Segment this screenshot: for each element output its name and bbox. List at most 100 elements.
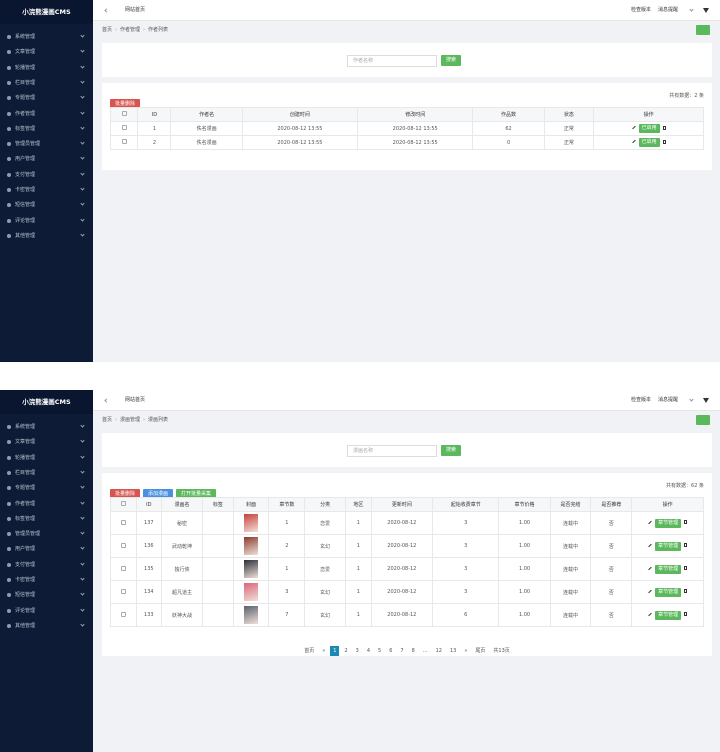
checkbox[interactable] [120,501,126,506]
page-link[interactable]: 8 [411,648,415,654]
checkbox[interactable] [120,519,126,525]
menu-item[interactable]: 支付管理 [0,558,93,572]
toolbar-button[interactable]: 批量删除 [110,99,141,110]
menu-item[interactable]: 专题管理 [0,481,93,495]
delete-icon[interactable] [684,543,688,547]
page-link[interactable]: 2 [344,648,348,654]
topbar-link[interactable]: 消息提醒 [658,397,679,403]
action-button[interactable]: 章节管理 [655,564,682,574]
menu-text: 标签管理 [15,125,36,132]
menu-item[interactable]: 栏目管理 [0,466,93,480]
menu-item[interactable]: 标签管理 [0,122,93,136]
page-link[interactable]: « [322,648,326,654]
menu-item[interactable]: 作者管理 [0,497,93,511]
page-link[interactable]: 12 [435,648,442,654]
cell: 3 [431,534,500,558]
search-button[interactable]: 搜索 [441,445,462,456]
topbar-link[interactable]: 检查版本 [631,397,652,403]
breadcrumb-item[interactable]: 首页 [102,27,113,33]
action-button[interactable]: 已启用 [638,124,660,133]
home-link[interactable]: 网站首页 [125,397,146,403]
main-area: 网站首页 检查版本 消息提醒 首页 › 作者管理 › 作者列表 作者名称 搜索 批量删除 共有数据：2… [93,0,720,362]
action-button[interactable]: 章节管理 [655,518,682,528]
menu-item[interactable]: 短信管理 [0,588,93,602]
menu-item[interactable]: 管理员管理 [0,527,93,541]
menu-text: 短信管理 [15,202,36,209]
delete-icon[interactable] [662,139,666,144]
topbar-link[interactable]: 消息提醒 [658,7,679,13]
delete-icon[interactable] [684,566,688,570]
menu-item[interactable]: 支付管理 [0,168,93,182]
page-link[interactable]: 5 [378,648,382,654]
action-button[interactable]: 章节管理 [655,610,682,620]
toolbar-button[interactable]: 添加漫画 [143,489,174,500]
menu-text: 文章管理 [15,439,36,446]
sidebar-title: 小浣熊漫画CMS [0,390,93,414]
checkbox[interactable] [121,139,127,144]
page-link[interactable]: 7 [400,648,404,654]
search-input[interactable]: 作者名称 [347,55,437,67]
home-link[interactable]: 网站首页 [125,7,146,13]
search-button[interactable]: 搜索 [441,55,462,66]
menu-item[interactable]: 用户管理 [0,152,93,166]
menu-arrow [80,140,85,145]
checkbox[interactable] [121,125,127,130]
checkbox[interactable] [121,111,127,116]
sidebar: 小浣熊漫画CMS 系统管理 文章管理 轮播管理 栏目管理 专题管理 作者管理 标签管理 管理员管… [0,0,93,362]
delete-icon[interactable] [662,125,666,130]
action-button[interactable]: 章节管理 [655,541,682,551]
breadcrumb-item[interactable]: 作者管理 [120,27,141,33]
page-link[interactable]: 尾页 [475,648,486,654]
header-cell: 操作 [631,497,704,512]
search-input[interactable]: 漫画名称 [347,445,437,457]
menu-item[interactable]: 标签管理 [0,512,93,526]
menu-item[interactable]: 其他管理 [0,229,93,243]
breadcrumb-item[interactable]: 漫画管理 [120,417,141,423]
refresh-button[interactable] [696,415,710,425]
menu-item[interactable]: 管理员管理 [0,137,93,151]
delete-icon[interactable] [684,589,688,593]
checkbox[interactable] [120,542,126,548]
toolbar-button[interactable]: 批量删除 [110,489,141,500]
action-cell: 已启用 [593,121,704,136]
menu-item[interactable]: 评论管理 [0,604,93,618]
menu-item[interactable]: 专题管理 [0,91,93,105]
page-link[interactable]: 13 [449,648,457,654]
page-link[interactable]: 4 [366,648,371,654]
page-link[interactable]: 6 [389,648,393,654]
page-link[interactable]: 3 [355,648,359,654]
menu-item[interactable]: 系统管理 [0,420,93,434]
menu-item[interactable]: 文章管理 [0,435,93,449]
checkbox[interactable] [120,565,126,571]
menu-item[interactable]: 轮播管理 [0,451,93,465]
back-arrow[interactable] [104,398,109,403]
menu-item[interactable]: 其他管理 [0,619,93,633]
action-button[interactable]: 章节管理 [655,587,682,597]
menu-item[interactable]: 系统管理 [0,30,93,44]
menu-item[interactable]: 轮播管理 [0,61,93,75]
menu-icon [7,142,11,147]
page-link[interactable]: 1 [330,646,340,656]
topbar-link[interactable]: 检查版本 [631,7,652,13]
page-link[interactable]: » [464,648,468,654]
menu-item[interactable]: 用户管理 [0,542,93,556]
page-link[interactable]: ... [422,648,428,654]
toolbar-button[interactable]: 打开批量采集 [176,489,217,500]
menu-item[interactable]: 评论管理 [0,214,93,228]
menu-item[interactable]: 栏目管理 [0,76,93,90]
cell: 连载中 [549,534,592,558]
back-arrow[interactable] [104,8,109,13]
page-link[interactable]: 首页 [304,648,315,654]
menu-item[interactable]: 短信管理 [0,198,93,212]
checkbox[interactable] [120,588,126,594]
refresh-button[interactable] [696,25,710,35]
menu-item[interactable]: 卡密管理 [0,573,93,587]
action-button[interactable]: 已启用 [638,138,660,147]
menu-item[interactable]: 作者管理 [0,107,93,121]
delete-icon[interactable] [684,520,688,524]
checkbox[interactable] [120,611,126,617]
menu-item[interactable]: 卡密管理 [0,183,93,197]
breadcrumb-item[interactable]: 首页 [102,417,113,423]
menu-item[interactable]: 文章管理 [0,45,93,59]
delete-icon[interactable] [684,612,688,616]
